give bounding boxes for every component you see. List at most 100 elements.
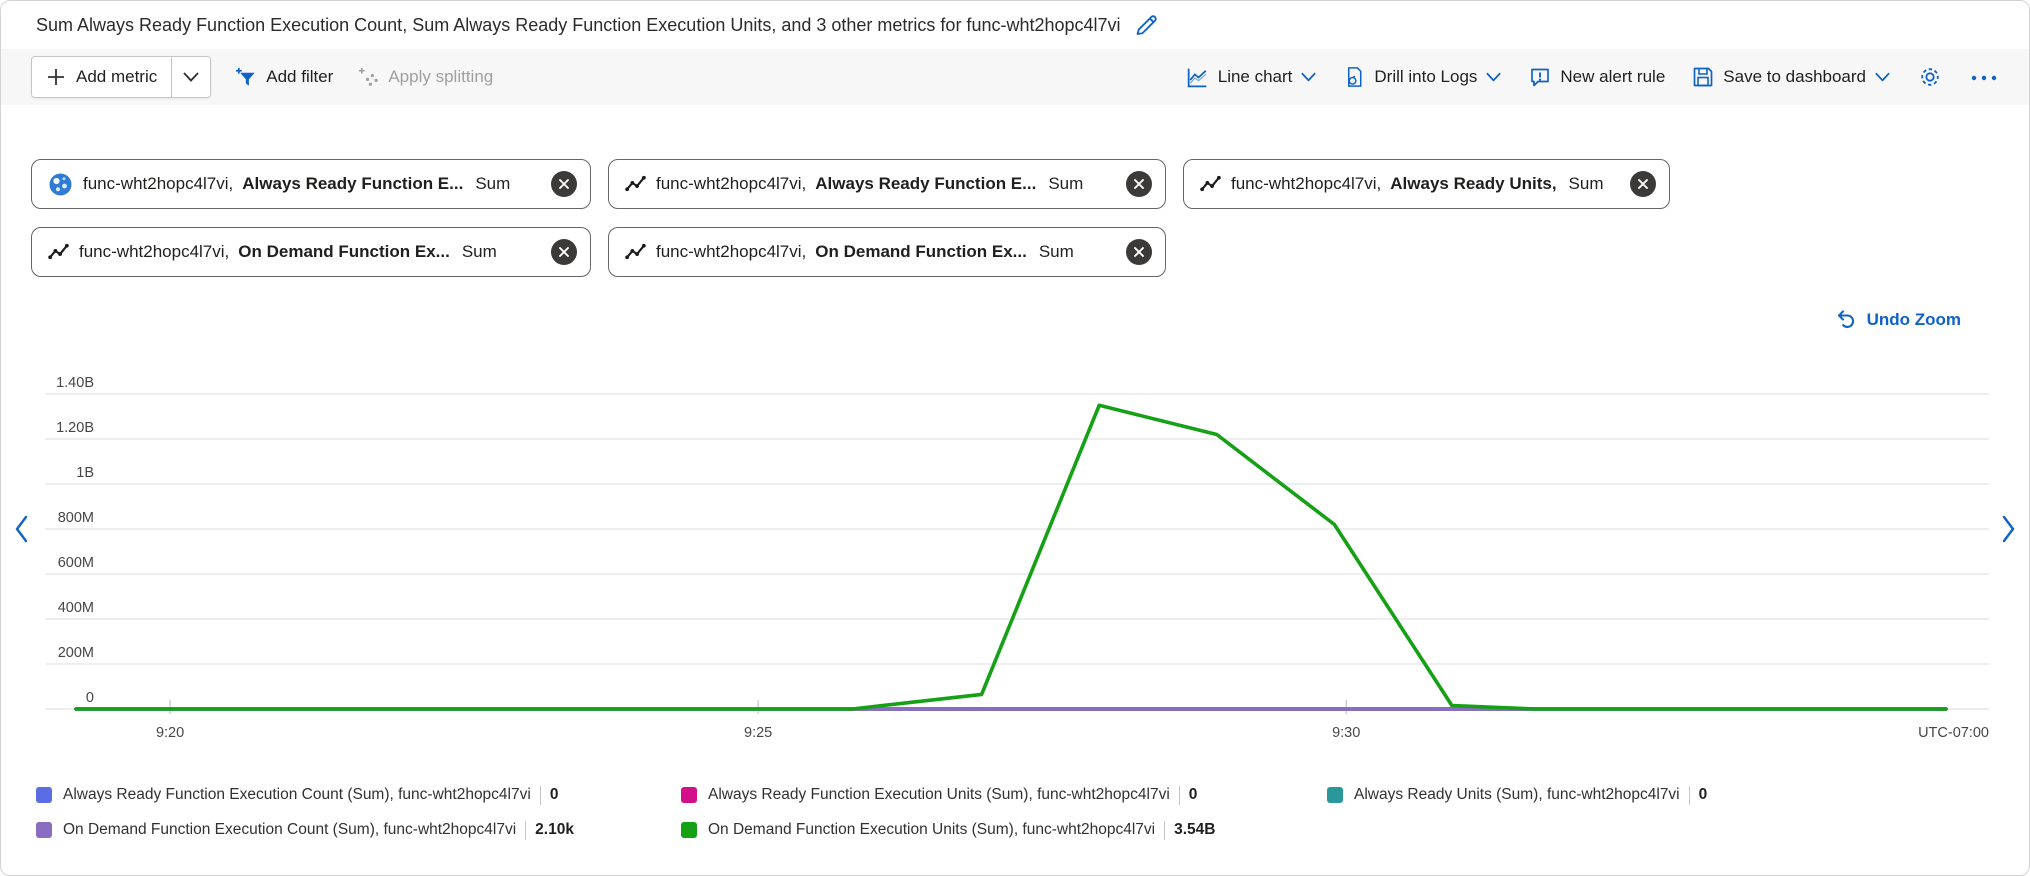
plus-icon (48, 69, 64, 85)
save-icon (1693, 67, 1713, 87)
legend-label: On Demand Function Execution Count (Sum)… (63, 821, 517, 838)
metric-pill[interactable]: func-wht2hopc4l7vi, On Demand Function E… (31, 227, 591, 277)
chart-axes: 1.40B 1.20B 1B 800M 600M 400M 200M 0 9:20 9:25 9:3… (45, 375, 1989, 741)
add-metric-button[interactable]: Add metric (32, 57, 172, 97)
chart-toolbar: Add metric Add filter (1, 49, 2029, 105)
add-metric-split-button: Add metric (31, 56, 212, 98)
drill-logs-icon (1348, 67, 1362, 87)
y-tick-label: 0 (86, 690, 94, 706)
remove-metric-button[interactable] (551, 239, 577, 265)
close-icon (1134, 247, 1144, 257)
y-tick-label: 600M (58, 555, 94, 571)
pan-right-button[interactable] (1997, 509, 2021, 552)
undo-zoom-button[interactable]: Undo Zoom (1828, 307, 1967, 333)
chevron-right-icon (2002, 515, 2015, 543)
chevron-down-icon (183, 72, 199, 82)
apply-splitting-label: Apply splitting (388, 67, 494, 86)
edit-title-button[interactable] (1133, 12, 1159, 38)
pill-metric: On Demand Function Ex... (238, 242, 450, 261)
add-metric-dropdown-button[interactable] (172, 57, 211, 97)
apply-splitting-button: Apply splitting (357, 66, 493, 89)
pill-resource: func-wht2hopc4l7vi, (656, 242, 807, 261)
metric-line-icon (48, 243, 69, 259)
pan-left-button[interactable] (9, 509, 33, 552)
metric-pill[interactable]: func-wht2hopc4l7vi, Always Ready Functio… (31, 159, 591, 209)
legend-separator (1164, 820, 1166, 840)
chart-type-button[interactable]: Line chart (1185, 65, 1318, 90)
pill-aggregation: Sum (461, 242, 497, 261)
y-tick-label: 1B (76, 465, 94, 481)
metric-pill[interactable]: func-wht2hopc4l7vi, On Demand Function E… (608, 227, 1166, 277)
drill-into-logs-label: Drill into Logs (1374, 67, 1478, 86)
chevron-down-icon (1301, 72, 1317, 82)
pill-metric: Always Ready Units, (1390, 174, 1557, 193)
y-tick-label: 400M (58, 600, 94, 616)
close-icon (559, 247, 569, 257)
legend-item[interactable]: Always Ready Units (Sum), func-wht2hopc4… (1327, 782, 1707, 808)
x-tick-label: 9:20 (156, 725, 184, 741)
pill-aggregation: Sum (475, 174, 511, 193)
legend-separator (525, 820, 527, 840)
pill-metric: Always Ready Function E... (242, 174, 464, 193)
legend-swatch (681, 787, 697, 803)
legend-value: 3.54B (1174, 821, 1216, 838)
chevron-down-icon (1875, 72, 1890, 82)
pill-aggregation: Sum (1038, 242, 1074, 261)
metric-line-icon (625, 175, 646, 191)
legend-label: On Demand Function Execution Units (Sum)… (708, 821, 1156, 838)
pill-aggregation: Sum (1568, 174, 1604, 193)
close-icon (1638, 179, 1648, 189)
legend-label: Always Ready Units (Sum), func-wht2hopc4… (1354, 786, 1680, 803)
line-chart-icon (1187, 68, 1207, 87)
legend-swatch (36, 822, 52, 838)
legend-separator (539, 785, 541, 805)
remove-metric-button[interactable] (1630, 171, 1656, 197)
legend-label: Always Ready Function Execution Count (S… (63, 786, 531, 803)
remove-metric-button[interactable] (551, 171, 577, 197)
new-alert-rule-button[interactable]: New alert rule (1528, 65, 1665, 89)
split-divider (171, 57, 173, 97)
remove-metric-button[interactable] (1126, 171, 1152, 197)
chart-type-label: Line chart (1217, 67, 1293, 86)
close-icon (1134, 179, 1144, 189)
more-options-button[interactable] (1969, 64, 1999, 90)
splitting-icon (359, 67, 379, 86)
series-line (74, 403, 1948, 711)
resource-globe-icon (49, 173, 72, 195)
metric-line-icon (1200, 175, 1221, 191)
utc-offset-label: UTC-07:00 (1918, 725, 1989, 741)
save-to-dashboard-label: Save to dashboard (1723, 67, 1866, 86)
chart-settings-button[interactable] (1917, 64, 1943, 90)
pill-resource: func-wht2hopc4l7vi, (656, 174, 807, 193)
save-to-dashboard-button[interactable]: Save to dashboard (1691, 65, 1891, 89)
legend-swatch (1327, 787, 1343, 803)
pill-aggregation: Sum (1048, 174, 1084, 193)
x-tick-label: 9:25 (744, 725, 772, 741)
metric-line-icon (625, 243, 646, 259)
pill-resource: func-wht2hopc4l7vi, (1231, 174, 1382, 193)
legend-item[interactable]: Always Ready Function Execution Units (S… (681, 782, 1197, 808)
legend-item[interactable]: On Demand Function Execution Units (Sum)… (681, 817, 1216, 843)
legend-swatch (36, 787, 52, 803)
legend-item[interactable]: On Demand Function Execution Count (Sum)… (36, 817, 574, 843)
pill-resource: func-wht2hopc4l7vi, (79, 242, 230, 261)
metric-pill[interactable]: func-wht2hopc4l7vi, Always Ready Functio… (608, 159, 1166, 209)
chevron-left-icon (15, 515, 28, 543)
drill-into-logs-button[interactable]: Drill into Logs (1343, 65, 1502, 89)
pill-metric: On Demand Function Ex... (815, 242, 1027, 261)
undo-icon (1837, 310, 1854, 328)
legend-separator (1688, 785, 1690, 805)
pill-resource: func-wht2hopc4l7vi, (83, 174, 234, 193)
close-icon (559, 179, 569, 189)
add-filter-button[interactable]: Add filter (235, 66, 333, 89)
legend-label: Always Ready Function Execution Units (S… (708, 786, 1170, 803)
chevron-down-icon (1486, 72, 1502, 82)
remove-metric-button[interactable] (1126, 239, 1152, 265)
toolbar-left-group: Add metric Add filter (31, 56, 493, 98)
legend-item[interactable]: Always Ready Function Execution Count (S… (36, 782, 558, 808)
metric-pill[interactable]: func-wht2hopc4l7vi, Always Ready Units, … (1183, 159, 1670, 209)
y-tick-label: 1.40B (56, 375, 94, 391)
chart-title: Sum Always Ready Function Execution Coun… (36, 14, 1121, 35)
